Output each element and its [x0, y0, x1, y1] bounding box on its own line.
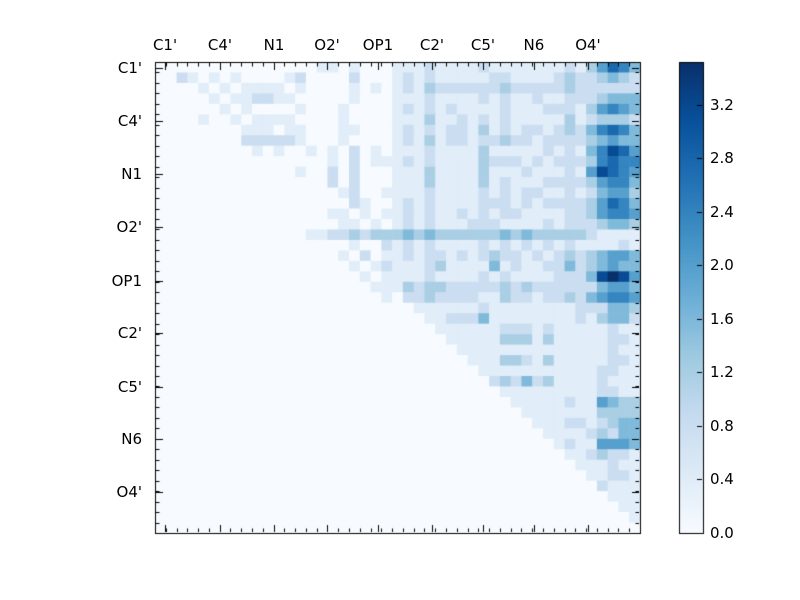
colorbar-tick-label: 2.4 [710, 202, 734, 221]
colorbar-tick-label: 2.8 [710, 149, 734, 168]
colorbar-tick-label: 1.6 [710, 309, 734, 328]
y-tick-label: C2' [117, 323, 142, 342]
x-tick-label: C1' [152, 36, 178, 54]
x-tick-label: N6 [523, 36, 545, 54]
colorbar-tick-label: 3.2 [710, 95, 734, 114]
y-tick-label: C5' [117, 377, 142, 396]
x-tick-label: C4' [207, 36, 233, 54]
colorbar-tick-label: 0.4 [710, 470, 734, 489]
x-tick-label: N1 [263, 36, 285, 54]
x-tick-label: C2' [419, 36, 445, 54]
y-tick-label: O4' [116, 482, 142, 501]
y-tick-label: O2' [116, 217, 142, 236]
y-tick-label: N1 [121, 164, 142, 183]
colorbar-tick-label: 0.8 [710, 416, 734, 435]
colorbar-tick-label: 2.0 [710, 256, 734, 275]
y-tick-label: C1' [117, 58, 142, 77]
x-tick-label: C5' [470, 36, 496, 54]
x-tick-label: OP1 [362, 36, 394, 54]
y-tick-label: N6 [121, 429, 142, 448]
colorbar-tick-label: 1.2 [710, 363, 734, 382]
x-tick-label: O4' [575, 36, 601, 54]
x-tick-label: O2' [314, 36, 340, 54]
y-tick-label: C4' [117, 111, 142, 130]
colorbar-tick-label: 0.0 [710, 524, 734, 542]
y-tick-label: OP1 [111, 271, 142, 290]
